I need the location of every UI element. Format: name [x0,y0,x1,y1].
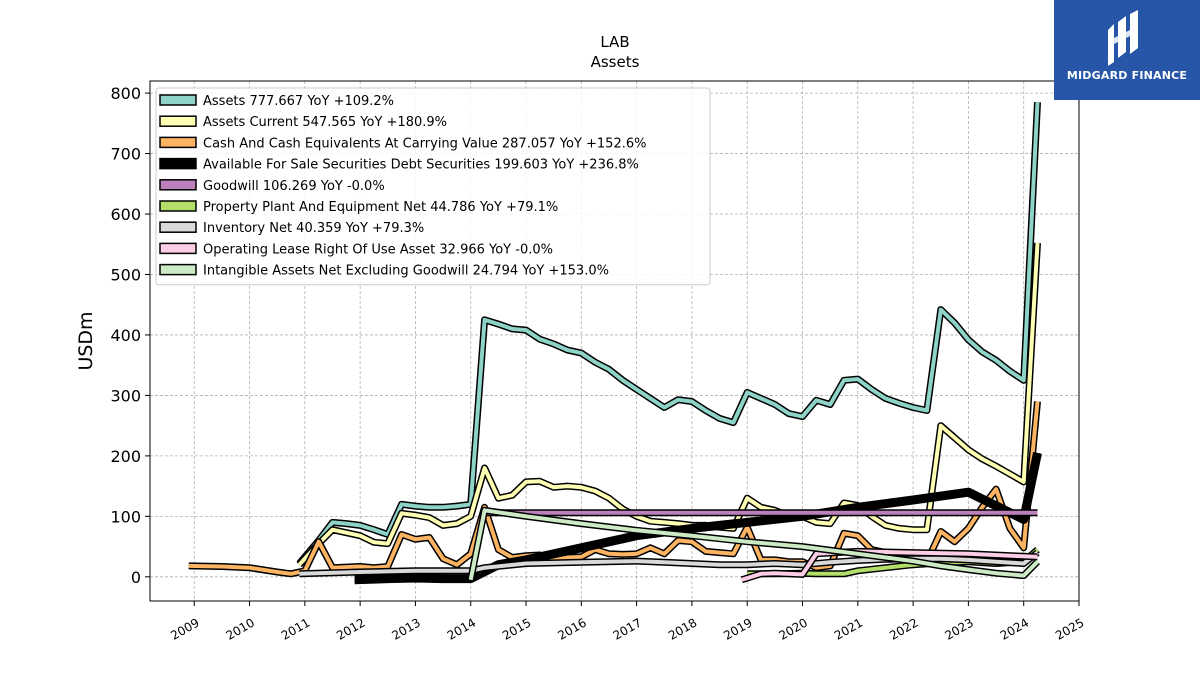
legend-swatch [159,221,197,233]
y-tick-label: 200 [110,447,141,466]
y-tick-label: 0 [131,568,141,587]
x-tick-label: 2009 [168,615,201,642]
legend-box [155,87,711,286]
legend-swatch [159,157,197,170]
series-available-for-sale-securities-debt-securities [354,451,1042,585]
y-tick-label: 700 [110,145,141,164]
legend-label: Intangible Assets Net Excluding Goodwill… [203,264,609,279]
legend-item: Assets 777.667 YoY +109.2% [159,94,394,109]
series-assets [296,102,1041,566]
legend-label: Operating Lease Right Of Use Asset 32.96… [203,242,553,257]
chart-title: LAB [600,33,629,51]
x-tick-label: 2018 [666,615,699,642]
midgard-logo-icon [1108,10,1138,66]
brand-logo: MIDGARD FINANCE [1054,0,1200,100]
legend-item: Goodwill 106.269 YoY -0.0% [159,179,385,194]
brand-name: MIDGARD FINANCE [1066,69,1188,82]
legend-label: Cash And Cash Equivalents At Carrying Va… [203,136,646,151]
legend-item: Property Plant And Equipment Net 44.786 … [159,200,558,215]
x-tick-label: 2025 [1053,615,1086,642]
y-tick-label: 100 [110,507,141,526]
x-tick-label: 2011 [279,615,312,642]
series-line [299,551,1039,576]
y-tick-label: 800 [110,84,141,103]
legend: Assets 777.667 YoY +109.2% Assets Current… [155,87,711,286]
legend-label: Property Plant And Equipment Net 44.786 … [203,200,558,215]
legend-swatch [159,115,197,127]
legend-swatch [159,242,197,255]
x-tick-label: 2015 [500,615,533,642]
x-tick-label: 2010 [224,615,257,642]
x-tick-label: 2019 [721,615,754,642]
plot-frame [149,80,1080,602]
legend-label: Assets Current 547.565 YoY +180.9% [203,115,447,130]
x-tick-label: 2021 [832,615,865,642]
chart-subtitle: Assets [591,53,640,71]
legend-swatch [159,263,197,276]
x-tick-label: 2016 [555,615,588,642]
legend-label: Inventory Net 40.359 YoY +79.3% [203,221,424,236]
legend-label: Goodwill 106.269 YoY -0.0% [203,179,385,194]
x-tick-label: 2024 [998,615,1031,642]
x-tick-label: 2012 [334,615,367,642]
x-tick-label: 2022 [887,615,920,642]
series-line [297,242,1040,567]
x-tick-label: 2020 [777,615,810,642]
legend-item: Available For Sale Securities Debt Secur… [159,157,639,173]
y-tick-label: 600 [110,205,141,224]
legend-swatch [159,94,197,106]
y-tick-label: 400 [110,326,141,345]
legend-label: Available For Sale Securities Debt Secur… [203,158,639,173]
y-axis-label: USDm [75,311,97,370]
x-tick-label: 2014 [445,615,478,642]
legend-item: Operating Lease Right Of Use Asset 32.96… [159,242,553,257]
series-lines [188,102,1042,585]
legend-swatch [159,136,197,149]
legend-label: Assets 777.667 YoY +109.2% [203,94,394,109]
series-assets-current [296,242,1041,568]
legend-item: Cash And Cash Equivalents At Carrying Va… [159,136,646,151]
legend-item: Inventory Net 40.359 YoY +79.3% [159,221,424,236]
legend-item: Intangible Assets Net Excluding Goodwill… [159,263,609,279]
series-cash-and-cash-equivalents-at-carrying-value [188,401,1041,578]
series-intangible-assets-net-excluding-goodwill [467,506,1040,581]
series-line [297,102,1040,565]
x-tick-label: 2013 [389,615,422,642]
legend-item: Assets Current 547.565 YoY +180.9% [159,115,447,130]
series-line [188,401,1040,576]
y-tick-label: 300 [110,386,141,405]
legend-swatch [159,200,197,212]
x-tick-label: 2023 [942,615,975,642]
series-line [354,452,1041,583]
series-line [468,508,1039,581]
x-tick-label: 2017 [611,615,644,642]
legend-swatch [159,179,197,191]
series-inventory-net [299,549,1040,578]
y-tick-label: 500 [110,265,141,284]
